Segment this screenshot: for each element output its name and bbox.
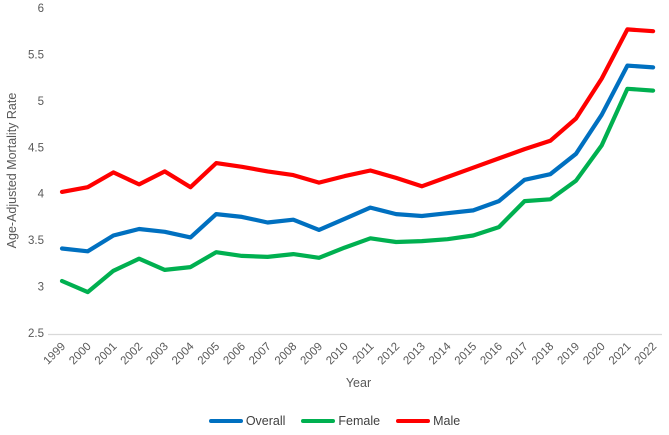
y-tick-label-3.5: 3.5 xyxy=(28,235,44,247)
x-tick-label-2017: 2017 xyxy=(504,341,531,368)
x-tick-label-2001: 2001 xyxy=(93,341,120,368)
y-tick-label-4.5: 4.5 xyxy=(28,142,44,154)
y-tick-label-5.5: 5.5 xyxy=(28,49,44,61)
legend-item-overall: Overall xyxy=(208,414,286,428)
legend-item-male: Male xyxy=(396,414,460,428)
legend-label-overall: Overall xyxy=(245,414,286,428)
plot-area: 2.5 3 3.5 4 4.5 5 5.5 6 1999 2000 2001 2002 2003 2004… xyxy=(28,3,662,368)
legend: Overall Female Male xyxy=(0,414,669,428)
x-tick-label-2006: 2006 xyxy=(221,341,248,368)
x-tick-label-2014: 2014 xyxy=(427,340,454,367)
series-line-female xyxy=(59,86,656,295)
x-tick-label-2003: 2003 xyxy=(144,341,171,368)
legend-swatch-overall xyxy=(208,418,243,424)
x-tick-label-2019: 2019 xyxy=(556,341,583,368)
x-tick-label-2015: 2015 xyxy=(453,341,480,368)
x-tick-label-2002: 2002 xyxy=(119,341,146,368)
x-tick-label-2004: 2004 xyxy=(170,340,197,367)
x-tick-label-1999: 1999 xyxy=(42,341,69,368)
x-tick-label-2020: 2020 xyxy=(581,341,608,368)
y-tick-label-5: 5 xyxy=(38,96,44,108)
y-tick-label-3: 3 xyxy=(38,282,44,294)
x-tick-label-2009: 2009 xyxy=(299,341,326,368)
legend-swatch-male xyxy=(396,418,431,424)
legend-label-female: Female xyxy=(338,414,381,428)
x-axis-title: Year xyxy=(345,376,372,390)
x-tick-label-2000: 2000 xyxy=(67,341,94,368)
series-line-overall xyxy=(59,63,656,254)
y-tick-label-2.5: 2.5 xyxy=(28,328,44,340)
x-tick-label-2007: 2007 xyxy=(247,341,274,368)
y-tick-label-6: 6 xyxy=(38,3,44,15)
x-tick-label-2016: 2016 xyxy=(478,341,505,368)
x-tick-label-2013: 2013 xyxy=(401,341,428,368)
x-tick-label-2008: 2008 xyxy=(273,341,300,368)
legend-item-female: Female xyxy=(301,414,380,428)
x-tick-label-2021: 2021 xyxy=(607,341,634,368)
x-tick-label-2011: 2011 xyxy=(351,341,377,367)
x-tick-label-2022: 2022 xyxy=(633,341,660,368)
x-tick-label-2010: 2010 xyxy=(324,341,351,368)
legend-label-male: Male xyxy=(433,414,461,428)
x-tick-label-2018: 2018 xyxy=(530,341,557,368)
legend-swatch-female xyxy=(301,418,336,424)
y-tick-label-4: 4 xyxy=(38,189,45,201)
x-tick-label-2012: 2012 xyxy=(376,341,403,368)
x-tick-label-2005: 2005 xyxy=(196,341,223,368)
series-line-male xyxy=(59,27,656,194)
